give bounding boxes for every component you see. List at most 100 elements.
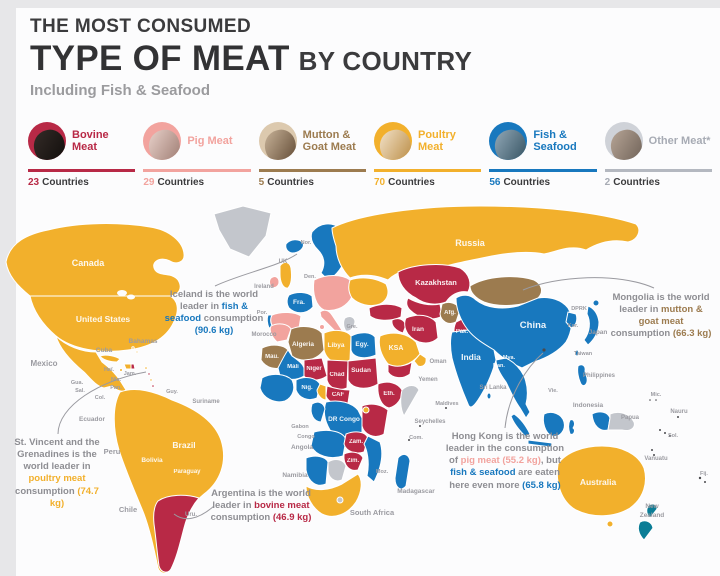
legend-item-other: Other Meat* 2 Countries: [604, 118, 712, 188]
map-country-label: Brazil: [172, 440, 195, 450]
region-jamaica: [119, 368, 123, 372]
region-mexico-central-america: [55, 335, 127, 392]
legend-count-bovine: 23 Countries: [28, 177, 89, 188]
callout-st-vincent: St. Vincent and the Grenadines is the wo…: [14, 437, 100, 509]
map-regions: [5, 205, 658, 574]
region-philippines: [577, 364, 588, 387]
map-country-label: Nig.: [301, 385, 313, 391]
legend-count-poultry: 70 Countries: [374, 177, 435, 188]
map-country-label: Kor.: [568, 323, 579, 329]
hongkong-leader-line: [504, 352, 544, 429]
map-country-label: Cuba: [96, 347, 113, 354]
region-bahamas: [131, 346, 135, 350]
map-country-label: Congo: [297, 434, 315, 440]
legend-label-pig: Pig Meat: [187, 134, 233, 147]
map-country-label: Sol.: [668, 433, 679, 439]
region-kazakhstan: [397, 264, 471, 305]
map-country-label: Gre.: [346, 324, 357, 330]
map-country-label: KSA: [389, 345, 404, 352]
argentina-leader-line: [173, 505, 215, 520]
map-country-label: Madagascar: [397, 488, 435, 495]
page-title: TYPE OF MEAT: [30, 39, 290, 78]
map-country-label: CAF: [332, 392, 345, 398]
map-country-label: Maldives: [435, 401, 458, 407]
stvincent-leader-line: [57, 371, 147, 435]
map-country-label: Yemen: [418, 377, 438, 383]
region-greenland: [213, 205, 272, 258]
map-country-label: Haï.: [104, 367, 115, 373]
map-country-label: Oman: [429, 359, 446, 365]
map-country-label: Peru: [104, 447, 121, 456]
legend-label-poultry: Poultry Meat: [418, 128, 456, 153]
legend-count-mutton: 5 Countries: [258, 177, 314, 188]
map-country-label: Nic.: [111, 377, 122, 383]
map-country-label: Paraguay: [173, 469, 201, 475]
map-country-label: Zam.: [349, 439, 363, 445]
map-country-label: Mexico: [30, 359, 57, 368]
region-cameroon: [316, 383, 327, 401]
map-country-label: Taiwan: [574, 351, 593, 357]
map-country-label: Chad: [330, 372, 345, 378]
region-hokkaido: [592, 299, 600, 307]
map-country-label: South Africa: [350, 508, 395, 517]
region-papua-new-guinea: [607, 411, 635, 431]
map-country-label: Mau.: [265, 354, 279, 360]
map-country-label: UK: [279, 259, 288, 265]
region-dominican-republic: [130, 363, 136, 370]
legend-item-fish: Fish & Seafood 56 Countries: [489, 118, 597, 188]
region-sulawesi: [568, 419, 575, 435]
callout-leader-lines: [57, 253, 655, 520]
region-southeast-asia: [495, 357, 531, 419]
region-iceland: [285, 239, 304, 254]
map-country-label: Por.: [257, 310, 268, 316]
region-italy: [319, 309, 344, 336]
region-iran: [404, 314, 439, 344]
region-cuba: [99, 354, 121, 363]
region-korea: [565, 311, 578, 329]
region-egypt: [350, 332, 377, 359]
region-gabon-congo: [310, 401, 326, 423]
fish-seafood-icon: [489, 122, 528, 160]
region-namibia: [305, 455, 329, 486]
region-trinidad: [151, 384, 155, 388]
region-tasmania: [606, 520, 614, 528]
map-country-label: Suriname: [192, 399, 220, 405]
bovine-meat-icon: [28, 122, 66, 160]
callout-hong-kong: Hong Kong is the world leader in the con…: [445, 431, 565, 491]
map-country-label: Afg.: [444, 310, 456, 316]
map-country-label: Japan: [589, 329, 608, 336]
map-country-label: Papua: [621, 415, 640, 421]
region-new-zealand-north: [646, 503, 658, 519]
map-country-label: Angola: [291, 444, 313, 451]
region-botswana: [327, 458, 347, 482]
map-country-label: Egy.: [355, 341, 368, 348]
page-subtitle: Including Fish & Seafood: [30, 82, 210, 99]
map-country-label: Morocco: [251, 332, 276, 338]
iceland-leader-line: [214, 253, 298, 287]
map-country-label: Seychelles: [414, 419, 446, 425]
map-country-label: Niger: [306, 366, 322, 372]
meat-legend: Bovine Meat 23 Countries Pig Meat 29 Count…: [28, 118, 712, 188]
region-oman: [413, 353, 427, 367]
map-country-label: Libya: [328, 342, 345, 349]
region-tunisia: [319, 324, 325, 330]
map-country-label: Bahamas: [129, 338, 158, 345]
map-country-label: Namibia: [282, 472, 308, 479]
region-west-papua: [591, 411, 611, 431]
region-south-africa: [305, 473, 362, 517]
region-taiwan: [575, 349, 579, 357]
legend-item-poultry: Poultry Meat 70 Countries: [374, 118, 482, 188]
island-dots: [408, 348, 706, 483]
legend-label-other: Other Meat*: [648, 134, 711, 147]
map-country-label: Mya.: [503, 355, 516, 361]
callout-iceland: Iceland is the world leader in fish & se…: [164, 289, 264, 337]
region-india: [450, 329, 497, 408]
region-mozambique: [363, 435, 383, 483]
map-country-label: Nor.: [301, 240, 312, 246]
region-bahamas: [135, 350, 139, 354]
header: THE MOST CONSUMED TYPE OF MEAT BY COUNTR…: [30, 16, 472, 99]
map-country-label: Col.: [95, 395, 106, 401]
callout-argentina: Argentina is the world leader in bovine …: [210, 488, 312, 524]
map-country-label: Canada: [72, 258, 106, 268]
region-united-states: [29, 295, 178, 352]
